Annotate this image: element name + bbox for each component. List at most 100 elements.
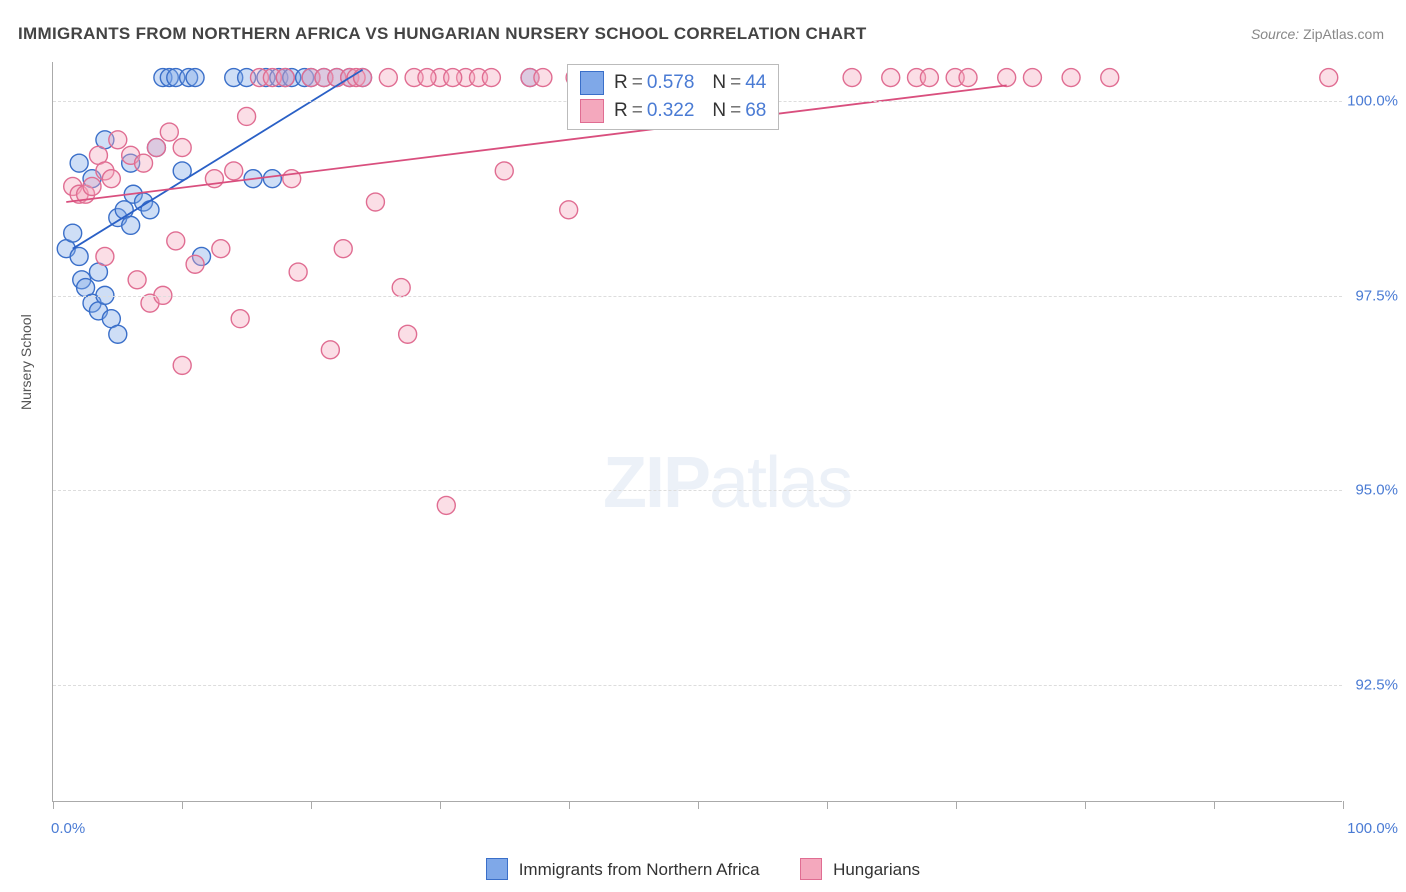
point-hungarians xyxy=(882,69,900,87)
point-hungarians xyxy=(238,107,256,125)
point-hungarians xyxy=(321,341,339,359)
point-immigrants xyxy=(122,216,140,234)
correlation-info-box: R = 0.578 N = 44 R = 0.322 N = 68 xyxy=(567,64,779,130)
point-hungarians xyxy=(83,177,101,195)
xtick xyxy=(698,801,699,809)
eq: = xyxy=(632,100,643,122)
legend-item-immigrants: Immigrants from Northern Africa xyxy=(486,858,760,880)
source-attribution: Source: ZipAtlas.com xyxy=(1251,26,1384,42)
point-immigrants xyxy=(186,69,204,87)
legend-item-hungarians: Hungarians xyxy=(800,858,920,880)
xtick xyxy=(1214,801,1215,809)
point-hungarians xyxy=(1320,69,1338,87)
point-hungarians xyxy=(843,69,861,87)
source-value: ZipAtlas.com xyxy=(1303,26,1384,42)
point-hungarians xyxy=(173,139,191,157)
xtick xyxy=(311,801,312,809)
r-value-hungarians: 0.322 xyxy=(647,100,695,122)
xtick xyxy=(182,801,183,809)
point-hungarians xyxy=(135,154,153,172)
legend-label-immigrants: Immigrants from Northern Africa xyxy=(519,860,760,879)
point-hungarians xyxy=(102,170,120,188)
eq: = xyxy=(632,72,643,94)
gridline xyxy=(53,296,1342,297)
point-hungarians xyxy=(334,240,352,258)
xtick xyxy=(1085,801,1086,809)
n-label: N xyxy=(712,72,726,94)
point-hungarians xyxy=(392,279,410,297)
eq: = xyxy=(730,72,741,94)
point-hungarians xyxy=(560,201,578,219)
point-hungarians xyxy=(379,69,397,87)
point-hungarians xyxy=(495,162,513,180)
y-axis-title: Nursery School xyxy=(18,314,34,410)
point-hungarians xyxy=(399,325,417,343)
r-value-immigrants: 0.578 xyxy=(647,72,695,94)
xtick xyxy=(440,801,441,809)
point-hungarians xyxy=(186,255,204,273)
n-label: N xyxy=(712,100,726,122)
info-row-immigrants: R = 0.578 N = 44 xyxy=(568,69,778,97)
r-label: R xyxy=(614,100,628,122)
plot-area: ZIPatlas 100.0%97.5%95.0%92.5%0.0%100.0% xyxy=(52,62,1342,802)
point-hungarians xyxy=(276,69,294,87)
ytick-label: 100.0% xyxy=(1347,92,1398,109)
point-hungarians xyxy=(444,69,462,87)
xtick xyxy=(569,801,570,809)
eq: = xyxy=(730,100,741,122)
point-immigrants xyxy=(64,224,82,242)
ytick-label: 97.5% xyxy=(1355,287,1398,304)
point-hungarians xyxy=(231,310,249,328)
swatch-hungarians xyxy=(580,99,604,123)
point-hungarians xyxy=(1062,69,1080,87)
gridline xyxy=(53,490,1342,491)
point-hungarians xyxy=(998,69,1016,87)
point-immigrants xyxy=(263,170,281,188)
swatch-immigrants xyxy=(486,858,508,880)
point-hungarians xyxy=(147,139,165,157)
scatter-svg xyxy=(53,62,1342,801)
xtick xyxy=(827,801,828,809)
point-hungarians xyxy=(167,232,185,250)
point-hungarians xyxy=(482,69,500,87)
n-value-hungarians: 68 xyxy=(745,100,766,122)
ytick-label: 95.0% xyxy=(1355,482,1398,499)
point-hungarians xyxy=(1023,69,1041,87)
xlabel-right: 100.0% xyxy=(1347,820,1398,837)
swatch-immigrants xyxy=(580,71,604,95)
point-hungarians xyxy=(96,247,114,265)
ytick-label: 92.5% xyxy=(1355,677,1398,694)
legend: Immigrants from Northern Africa Hungaria… xyxy=(0,858,1406,880)
trendline-immigrants xyxy=(73,70,363,249)
point-hungarians xyxy=(959,69,977,87)
point-hungarians xyxy=(534,69,552,87)
point-hungarians xyxy=(289,263,307,281)
xtick xyxy=(956,801,957,809)
r-label: R xyxy=(614,72,628,94)
point-hungarians xyxy=(418,69,436,87)
point-hungarians xyxy=(128,271,146,289)
legend-label-hungarians: Hungarians xyxy=(833,860,920,879)
source-label: Source: xyxy=(1251,26,1299,42)
point-hungarians xyxy=(1101,69,1119,87)
point-immigrants xyxy=(70,247,88,265)
point-hungarians xyxy=(173,356,191,374)
point-hungarians xyxy=(160,123,178,141)
xtick xyxy=(53,801,54,809)
point-hungarians xyxy=(354,69,372,87)
point-hungarians xyxy=(212,240,230,258)
point-hungarians xyxy=(437,496,455,514)
gridline xyxy=(53,685,1342,686)
chart-title: IMMIGRANTS FROM NORTHERN AFRICA VS HUNGA… xyxy=(18,24,867,44)
point-immigrants xyxy=(141,201,159,219)
point-immigrants xyxy=(109,325,127,343)
xlabel-left: 0.0% xyxy=(51,820,85,837)
n-value-immigrants: 44 xyxy=(745,72,766,94)
point-hungarians xyxy=(225,162,243,180)
swatch-hungarians xyxy=(800,858,822,880)
info-row-hungarians: R = 0.322 N = 68 xyxy=(568,97,778,125)
xtick xyxy=(1343,801,1344,809)
point-hungarians xyxy=(109,131,127,149)
point-hungarians xyxy=(366,193,384,211)
point-hungarians xyxy=(920,69,938,87)
